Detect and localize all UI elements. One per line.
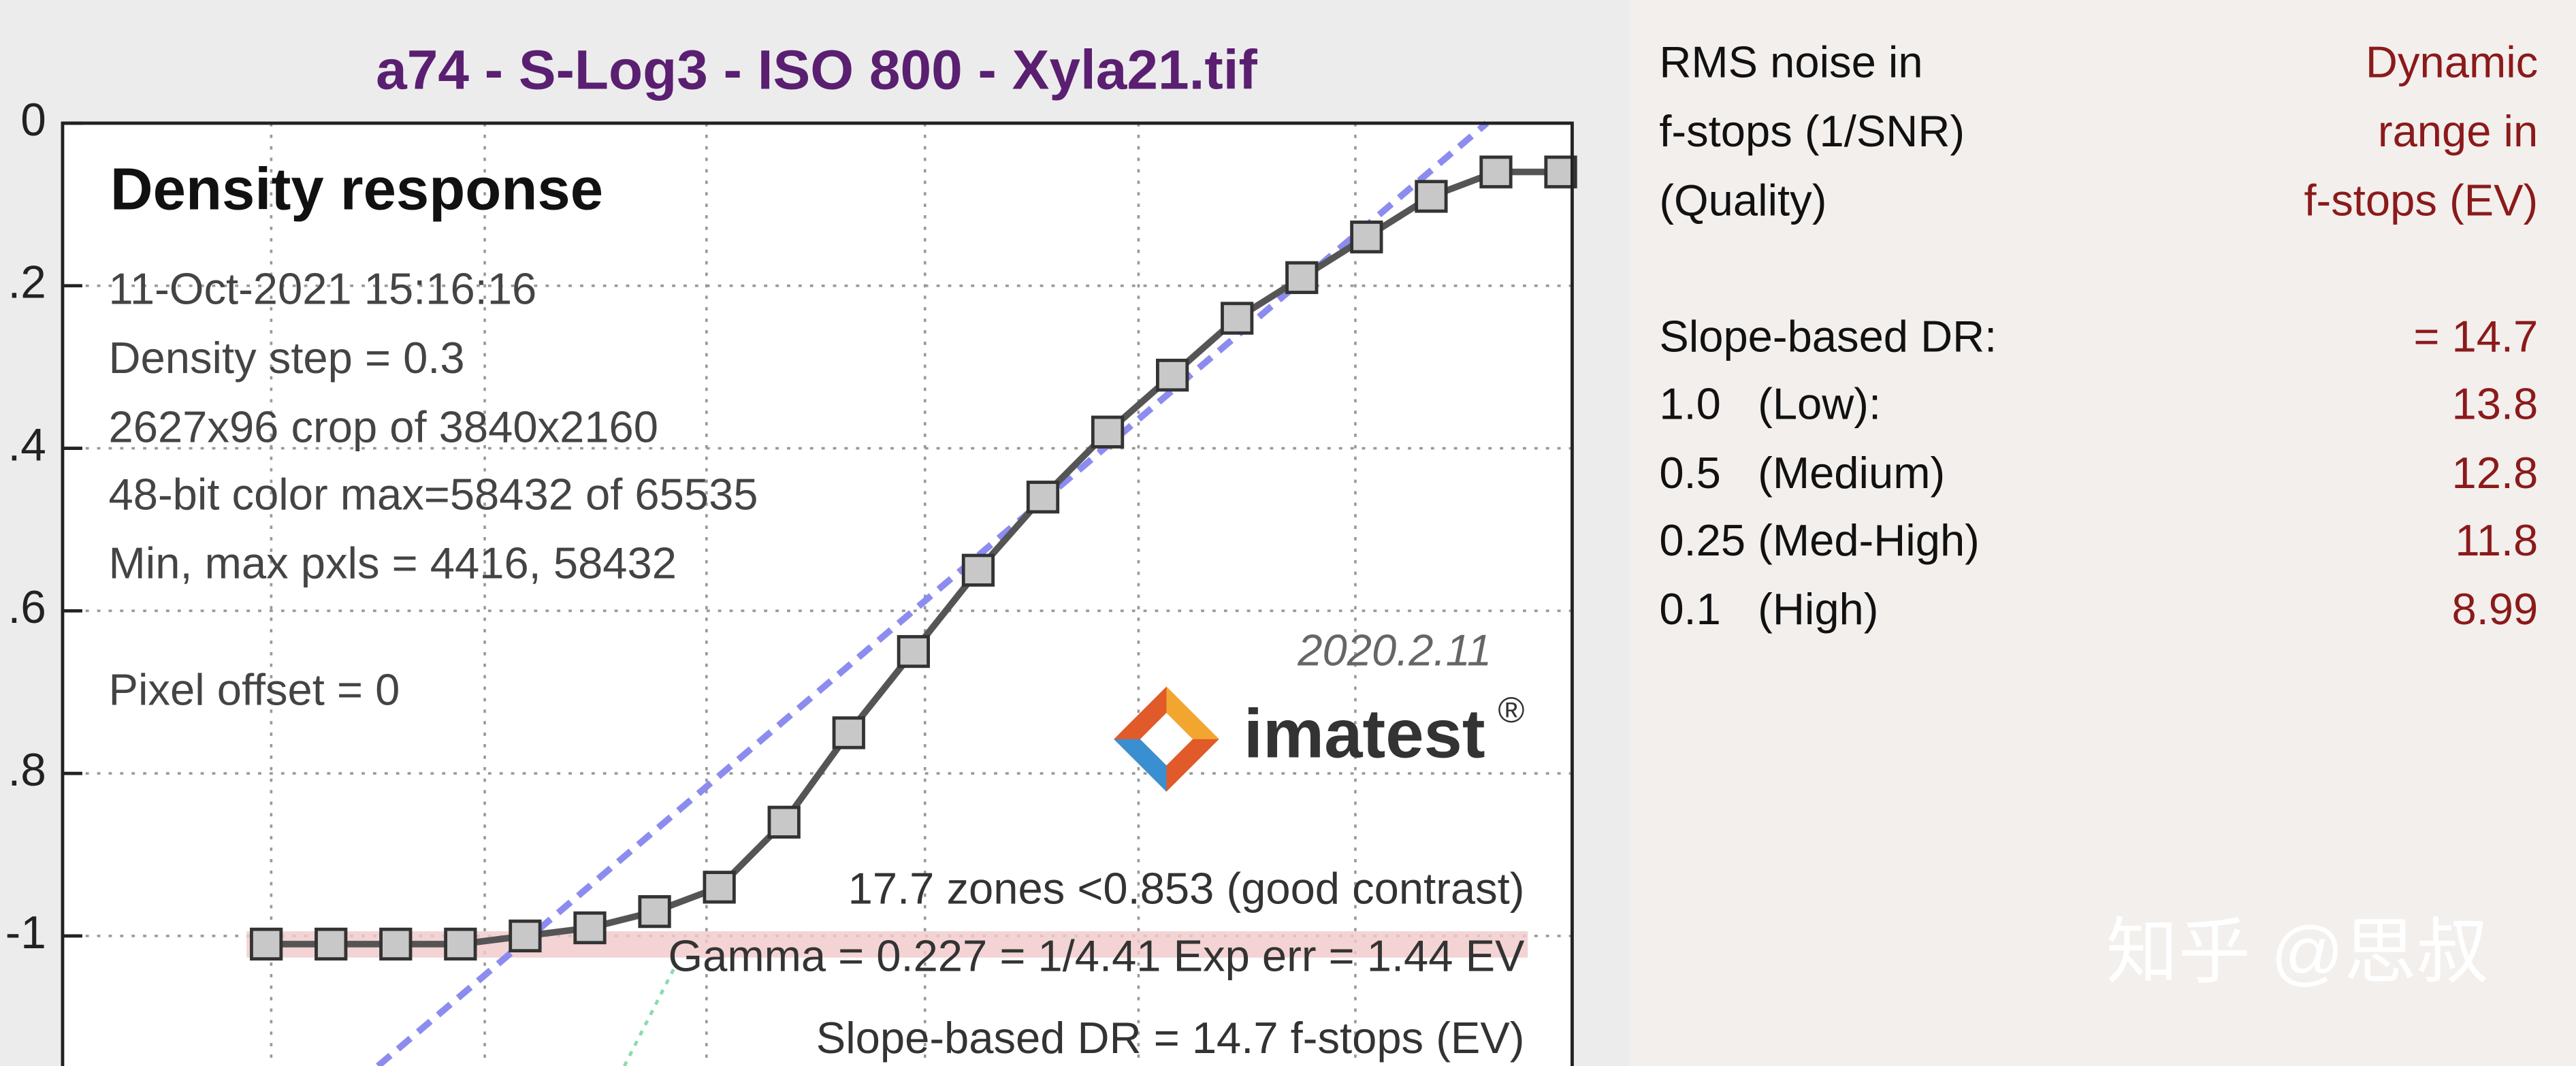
info-line: 11-Oct-2021 15:16:16 — [109, 264, 537, 314]
logo-text: imatest — [1244, 696, 1485, 773]
row-label: 0.5 (Medium) — [1659, 448, 1945, 498]
row-value: 12.8 — [2451, 448, 2538, 498]
data-point — [1026, 481, 1060, 514]
row-value: 11.8 — [2455, 515, 2538, 565]
info-line: Pixel offset = 0 — [109, 664, 400, 714]
row-value: 8.99 — [2451, 584, 2538, 634]
data-point — [509, 919, 542, 953]
data-point — [1479, 155, 1513, 189]
info-line: 48-bit color max=58432 of 65535 — [109, 469, 758, 519]
y-tick-label: .6 — [7, 582, 46, 633]
side-panel: RMS noise in f-stops (1/SNR) (Quality) Dyna… — [1659, 37, 2538, 634]
data-point — [703, 871, 736, 904]
info-line: Density step = 0.3 — [109, 333, 465, 383]
watermark: 知乎 @思叔 — [2106, 912, 2489, 992]
y-tick-label: .4 — [7, 419, 46, 470]
data-point — [832, 716, 865, 749]
annotations: 17.7 zones <0.853 (good contrast) Gamma =… — [668, 863, 1525, 1063]
data-point — [1415, 180, 1448, 213]
data-point — [1091, 415, 1125, 449]
data-point — [573, 911, 607, 945]
logo-mark: ® — [1498, 690, 1524, 730]
y-tick-label: -1 — [5, 907, 46, 958]
annotation: 17.7 zones <0.853 (good contrast) — [848, 863, 1525, 913]
header-right: Dynamic — [2366, 37, 2538, 87]
chart-title: a74 - S-Log3 - ISO 800 - Xyla21.tif — [376, 39, 1257, 101]
header-left: (Quality) — [1659, 175, 1826, 225]
plot-area — [62, 123, 1573, 1066]
info-line: 2627x96 crop of 3840x2160 — [109, 402, 658, 451]
data-point — [1221, 302, 1254, 335]
row-label: Slope-based DR: — [1659, 312, 1997, 361]
data-point — [379, 927, 413, 961]
annotation: Gamma = 0.227 = 1/4.41 Exp err = 1.44 EV — [668, 931, 1525, 980]
data-point — [767, 805, 801, 839]
data-point — [444, 927, 477, 961]
data-point — [250, 927, 283, 961]
heading: Density response — [110, 157, 603, 223]
header-right: f-stops (EV) — [2304, 175, 2538, 225]
y-tick-label: .8 — [7, 745, 46, 796]
data-point — [961, 553, 995, 587]
header-left: RMS noise in — [1659, 37, 1922, 87]
header-right: range in — [2378, 106, 2538, 156]
data-point — [1155, 358, 1189, 392]
series — [250, 155, 1577, 961]
row-value: 13.8 — [2451, 379, 2538, 429]
row-label: 0.1 (High) — [1659, 584, 1878, 634]
info-line: Min, max pxls = 4416, 58432 — [109, 538, 677, 588]
header-left: f-stops (1/SNR) — [1659, 106, 1965, 156]
data-point — [897, 634, 930, 668]
row-label: 0.25 (Med-High) — [1659, 515, 1980, 565]
y-tick-label: .2 — [7, 257, 46, 308]
annotation: Slope-based DR = 14.7 f-stops (EV) — [816, 1013, 1525, 1063]
side-panel-background — [1629, 0, 2576, 1066]
data-point — [1350, 221, 1383, 254]
y-tick-label: 0 — [20, 95, 46, 146]
data-point — [638, 895, 671, 928]
info-block: 11-Oct-2021 15:16:16 Density step = 0.3 26… — [109, 264, 758, 715]
data-point — [315, 927, 348, 961]
version: 2020.2.11 — [1297, 626, 1492, 675]
data-point — [1285, 261, 1319, 294]
row-value: = 14.7 — [2413, 312, 2538, 361]
plot-frame — [61, 121, 1574, 1066]
row-label: 1.0 (Low): — [1659, 379, 1881, 429]
